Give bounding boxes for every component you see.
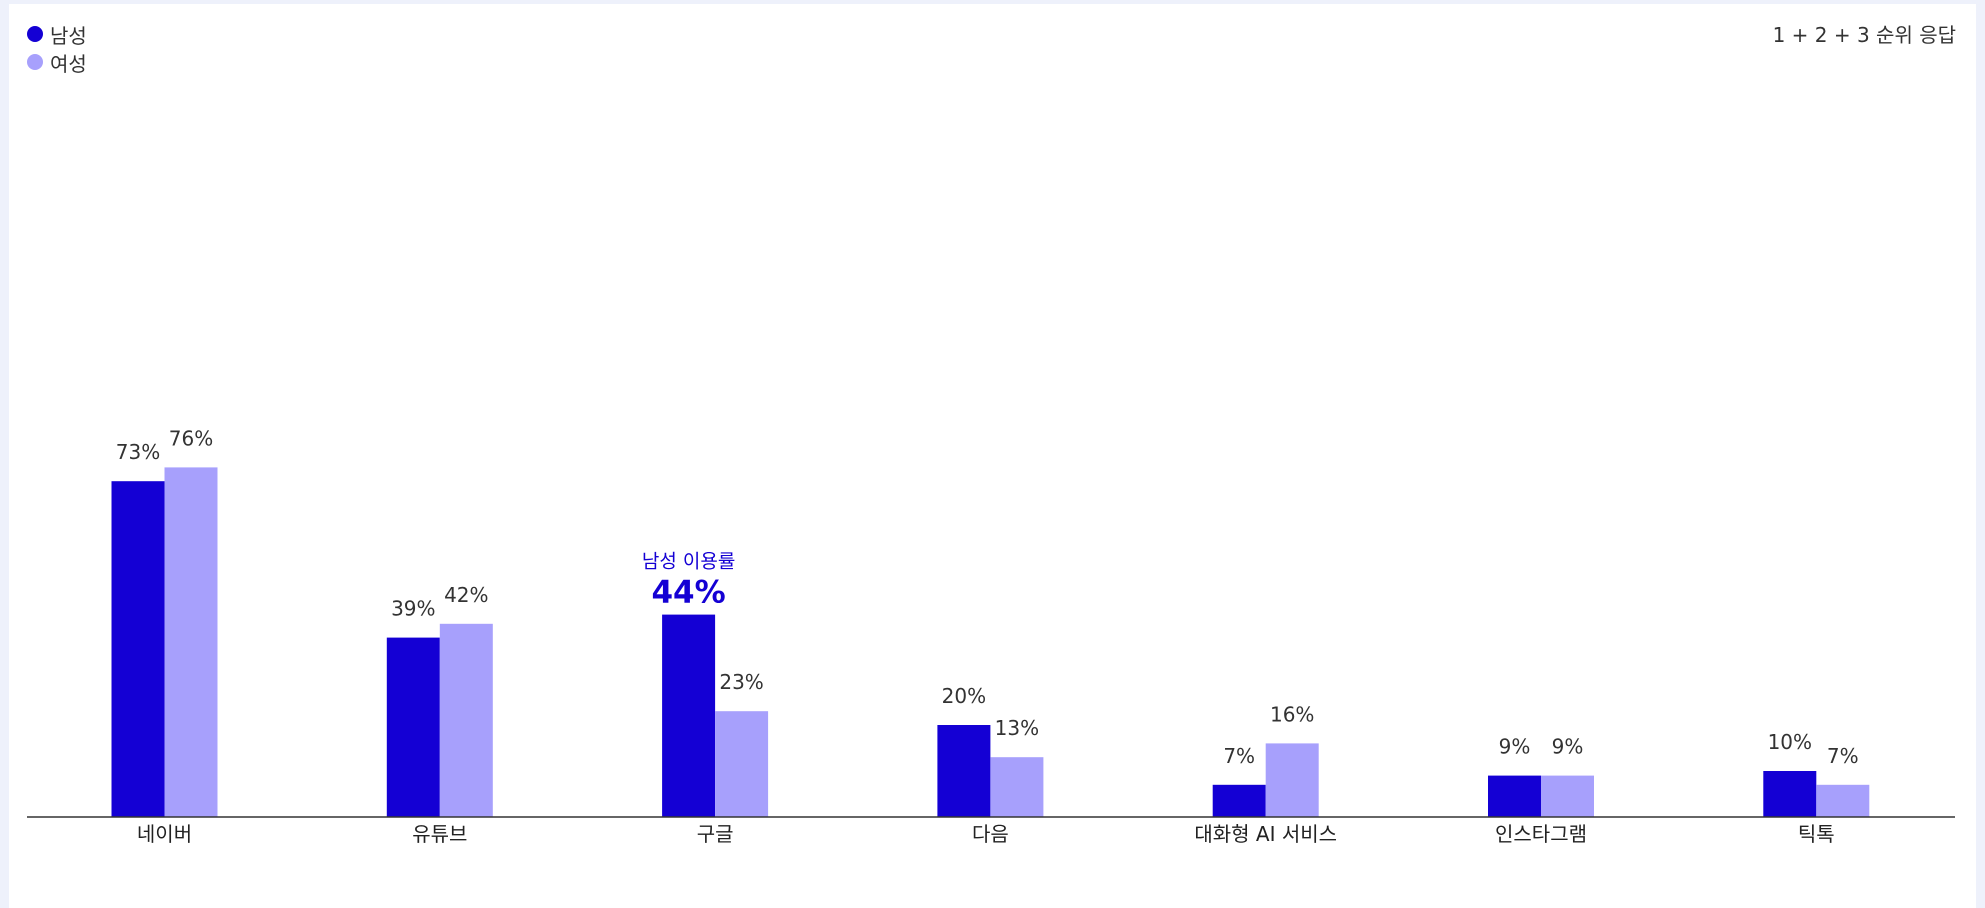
- legend-label-male: 남성: [50, 23, 87, 48]
- bar-female-틱톡: [1816, 784, 1870, 817]
- bar-male-틱톡: [1763, 771, 1817, 817]
- value-label-female-대화형-AI-서비스: 16%: [1270, 702, 1314, 726]
- value-label-female-유튜브: 42%: [444, 583, 488, 607]
- highlight-value-label: 44%: [651, 575, 725, 611]
- category-label-대화형-AI-서비스: 대화형 AI 서비스: [1194, 822, 1337, 846]
- ranking-note: 1 + 2 + 3 순위 응답: [1772, 23, 1956, 47]
- value-label-male-인스타그램: 9%: [1499, 735, 1531, 759]
- value-label-female-구글: 23%: [719, 670, 763, 694]
- bar-male-인스타그램: [1488, 775, 1541, 817]
- value-label-female-다음: 13%: [995, 716, 1039, 740]
- bar-female-인스타그램: [1541, 775, 1594, 817]
- value-label-male-네이버: 73%: [116, 440, 160, 464]
- value-label-male-대화형-AI-서비스: 7%: [1223, 744, 1255, 768]
- bar-male-네이버: [111, 481, 165, 817]
- legend-dot-female: [27, 54, 43, 70]
- value-label-female-인스타그램: 9%: [1552, 735, 1584, 759]
- legend-item-male: 남성: [27, 20, 87, 48]
- highlight-caption: 남성 이용률: [642, 551, 735, 573]
- bar-female-다음: [990, 757, 1044, 817]
- value-label-male-유튜브: 39%: [391, 597, 435, 621]
- category-label-틱톡: 틱톡: [1798, 822, 1835, 846]
- value-label-male-틱톡: 10%: [1768, 730, 1812, 754]
- bar-female-네이버: [164, 467, 218, 817]
- category-label-유튜브: 유튜브: [412, 822, 467, 846]
- bar-female-대화형-AI-서비스: [1265, 743, 1319, 817]
- value-label-male-다음: 20%: [942, 684, 986, 708]
- bar-male-대화형-AI-서비스: [1212, 784, 1266, 817]
- category-label-네이버: 네이버: [137, 822, 192, 846]
- bar-male-구글: [662, 614, 716, 817]
- legend-dot-male: [27, 26, 43, 42]
- category-label-인스타그램: 인스타그램: [1495, 822, 1587, 846]
- legend-item-female: 여성: [27, 48, 87, 76]
- category-label-다음: 다음: [972, 822, 1009, 846]
- bar-male-유튜브: [386, 637, 440, 817]
- bar-male-다음: [937, 725, 991, 817]
- value-label-female-네이버: 76%: [169, 426, 213, 450]
- legend-label-female: 여성: [50, 51, 87, 76]
- legend: 남성 여성: [27, 20, 87, 76]
- value-label-female-틱톡: 7%: [1827, 744, 1859, 768]
- bar-female-유튜브: [439, 623, 493, 817]
- bar-female-구글: [715, 711, 769, 817]
- category-label-구글: 구글: [697, 822, 734, 846]
